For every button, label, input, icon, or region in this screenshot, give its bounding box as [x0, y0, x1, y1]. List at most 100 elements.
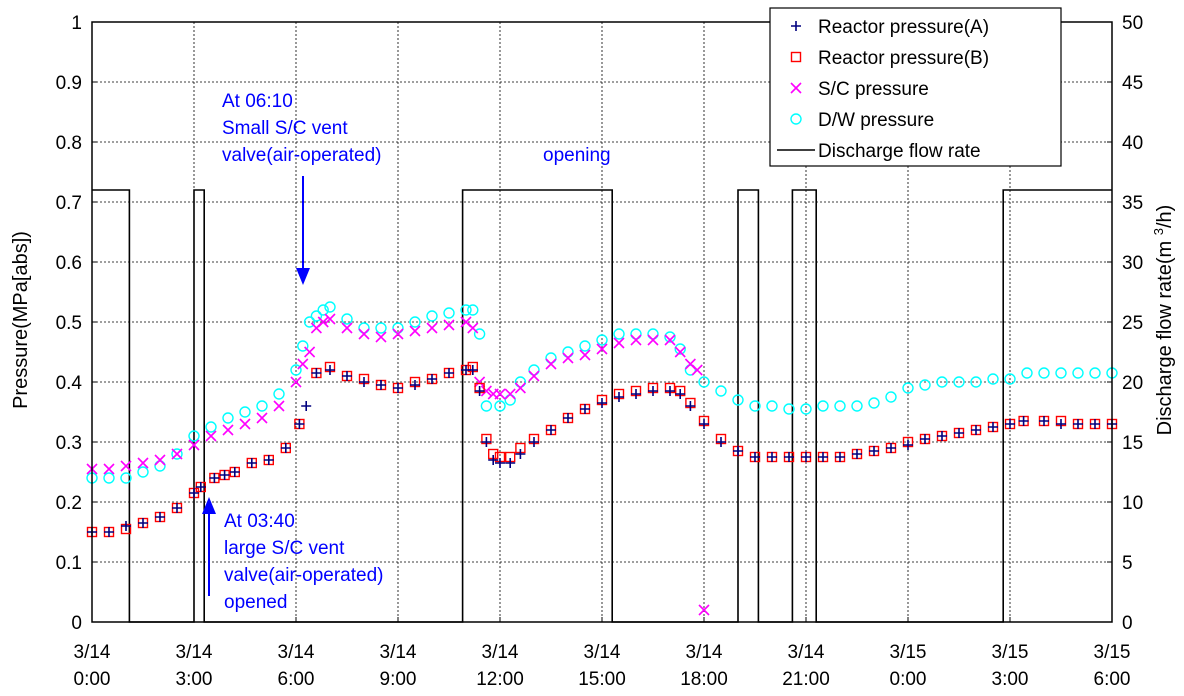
data-point	[427, 374, 437, 384]
y2-tick-label: 10	[1122, 493, 1143, 514]
series-circle	[86, 301, 1118, 484]
y2-tick-label: 0	[1122, 613, 1133, 634]
data-point	[222, 412, 234, 424]
data-point	[596, 334, 608, 346]
data-point	[580, 404, 590, 414]
data-point	[630, 334, 642, 346]
data-point	[515, 449, 526, 459]
data-point	[317, 304, 329, 316]
y-tick-label: 0.4	[56, 373, 83, 394]
data-point	[137, 457, 149, 469]
data-point	[239, 406, 251, 418]
x-tick-label-time: 18:00	[680, 669, 728, 690]
data-point	[273, 400, 285, 412]
data-point	[392, 328, 404, 340]
data-point	[209, 473, 220, 483]
data-point	[988, 422, 998, 432]
data-point	[325, 365, 335, 375]
data-point	[1018, 416, 1029, 426]
data-point	[691, 364, 703, 376]
y2-tick-label: 20	[1122, 373, 1143, 394]
annotation-small-vent: At 06:10 Small S/C vent valve(air-operat…	[222, 91, 381, 285]
y-tick-label: 0.6	[56, 253, 82, 274]
data-point	[613, 337, 625, 349]
data-point	[205, 421, 217, 433]
data-point	[138, 518, 148, 528]
data-point	[311, 368, 322, 378]
x-tick-label-date: 3/14	[176, 642, 213, 663]
data-point	[426, 322, 438, 334]
x-tick-label-date: 3/15	[890, 642, 927, 663]
data-point	[273, 388, 285, 400]
data-point	[297, 358, 309, 370]
y-tick-label: 0.3	[56, 433, 82, 454]
data-point	[834, 400, 846, 412]
data-point	[280, 443, 291, 453]
data-point	[303, 316, 316, 328]
y2-tick-label: 35	[1122, 193, 1143, 214]
data-point	[579, 349, 591, 361]
data-point	[481, 437, 492, 447]
data-point	[480, 400, 493, 412]
data-point	[222, 424, 234, 436]
data-point	[375, 322, 387, 334]
y2-tick-label: 5	[1122, 553, 1133, 574]
data-point	[290, 364, 302, 376]
y-axis-title: Pressure(MPa[abs])	[10, 231, 32, 409]
data-point	[698, 604, 710, 616]
x-tick-label-date: 3/14	[74, 642, 111, 663]
data-point	[246, 458, 257, 468]
data-point	[818, 452, 828, 462]
data-point	[903, 440, 913, 450]
series-plus	[87, 365, 1117, 537]
data-point	[195, 482, 206, 492]
data-point	[341, 313, 353, 325]
data-point	[563, 413, 573, 423]
y2-tick-label: 25	[1122, 313, 1143, 334]
data-point	[120, 460, 132, 472]
annotation-small-vent-line2: Small S/C vent	[222, 118, 348, 139]
x-tick-label-time: 0:00	[74, 669, 111, 690]
data-point	[800, 403, 812, 415]
y-tick-label: 0.2	[56, 493, 82, 514]
data-point	[460, 304, 472, 316]
data-point	[229, 467, 240, 477]
data-point	[263, 455, 274, 465]
data-point	[324, 313, 336, 325]
data-point	[784, 452, 794, 462]
x-tick-label-time: 0:00	[890, 669, 927, 690]
legend-box	[769, 7, 1062, 167]
x-tick-label-date: 3/14	[788, 642, 825, 663]
legend-label: D/W pressure	[818, 110, 934, 131]
data-point	[1005, 419, 1015, 429]
annotation-large-vent: At 03:40 large S/C vent valve(air-operat…	[202, 497, 383, 613]
data-point	[304, 346, 316, 358]
data-point	[409, 325, 421, 337]
data-point	[205, 430, 217, 442]
data-point	[732, 394, 744, 406]
data-point	[494, 388, 506, 400]
data-point	[1004, 373, 1016, 385]
legend-swatch	[790, 113, 802, 125]
annotation-large-vent-line1: At 03:40	[224, 511, 295, 532]
data-point	[474, 386, 485, 396]
data-point	[256, 412, 268, 424]
x-tick-label-date: 3/14	[380, 642, 417, 663]
annotation-small-vent-line3: valve(air-operated)	[222, 145, 381, 166]
data-point	[869, 446, 879, 456]
y2-axis-title-rest: /h)	[1154, 205, 1176, 228]
data-point	[294, 419, 305, 429]
data-point	[749, 400, 761, 412]
legend-items: Reactor pressure(A) Reactor pressure(B) S/…	[777, 17, 989, 162]
legend-label: Discharge flow rate	[818, 141, 981, 162]
legend-label: S/C pressure	[818, 79, 929, 100]
data-point	[783, 403, 795, 415]
data-point	[835, 452, 845, 462]
data-point	[971, 425, 981, 435]
data-point	[488, 455, 499, 465]
data-point	[1055, 367, 1067, 379]
data-point	[239, 418, 251, 430]
y-tick-label: 0	[71, 613, 82, 634]
y2-tick-label: 15	[1122, 433, 1143, 454]
